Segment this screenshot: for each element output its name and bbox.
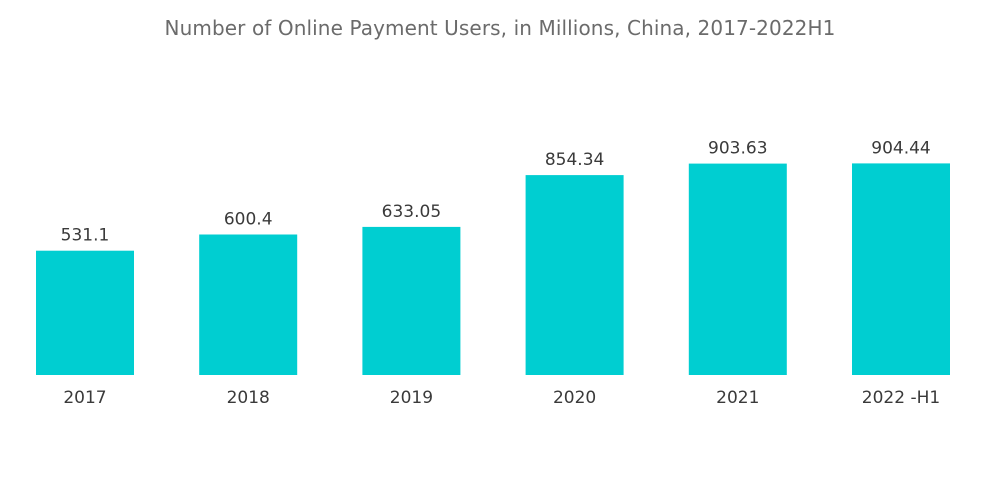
bar-2019 — [362, 226, 461, 375]
bar-value-label: 531.1 — [61, 226, 110, 246]
value-labels-layer: 531.1 600.4 633.05 854.34 903.63 904.44 — [61, 138, 931, 245]
x-tick-label: 2019 — [390, 388, 433, 408]
x-tick-label: 2022 -H1 — [862, 388, 940, 408]
x-axis-tick-labels: 2017 2018 2019 2020 2021 2022 -H1 — [63, 388, 940, 408]
x-tick-label: 2021 — [716, 388, 759, 408]
bar-2017 — [36, 250, 134, 375]
x-tick-label: 2020 — [553, 388, 596, 408]
bar-value-label: 903.63 — [708, 139, 767, 159]
bar-value-label: 600.4 — [224, 210, 273, 230]
bar-value-label: 854.34 — [545, 150, 604, 170]
x-tick-label: 2017 — [63, 388, 106, 408]
x-tick-label: 2018 — [227, 388, 270, 408]
bar-2018 — [199, 234, 298, 375]
bars-layer — [36, 163, 950, 375]
chart-title: Number of Online Payment Users, in Milli… — [164, 16, 836, 40]
bar-2020 — [525, 175, 624, 375]
bar-2022-h1 — [852, 163, 950, 375]
bar-2021 — [688, 163, 787, 375]
bar-value-label: 904.44 — [871, 138, 930, 158]
bar-value-label: 633.05 — [382, 202, 441, 222]
